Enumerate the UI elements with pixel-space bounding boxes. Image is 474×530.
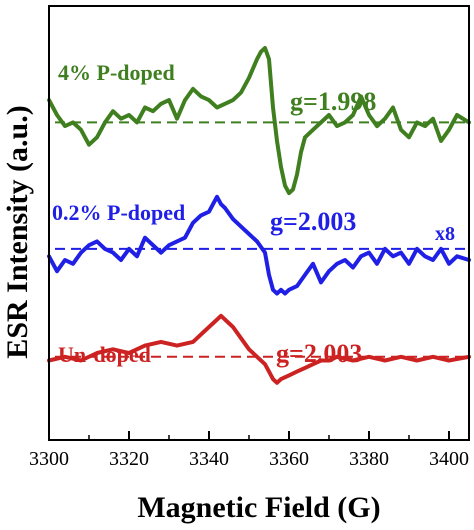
series-line-0 <box>47 46 471 196</box>
g-value-undoped: g=2.003 <box>276 339 362 368</box>
g-value-02pct: g=2.003 <box>270 207 356 236</box>
series-line-2 <box>47 313 471 385</box>
x-axis-title: Magnetic Field (G) <box>137 491 380 524</box>
g-value-4pct: g=1.998 <box>290 87 376 116</box>
x-tick-label-3360: 3360 <box>269 448 309 470</box>
plot-area <box>47 46 471 385</box>
y-axis-title: ESR Intensity (a.u.) <box>1 105 34 358</box>
scale-label-x8: x8 <box>435 223 455 245</box>
x-tick-label-3340: 3340 <box>189 448 229 470</box>
series-label-4pct: 4% P-doped <box>58 60 175 85</box>
x-tick-label-3400: 3400 <box>429 448 469 470</box>
x-tick-label-3300: 3300 <box>29 448 69 470</box>
plot-frame <box>48 5 470 441</box>
series-label-undoped: Un-doped <box>58 342 151 367</box>
series-line-1 <box>47 194 471 296</box>
x-tick-label-3380: 3380 <box>349 448 389 470</box>
series-label-02pct: 0.2% P-doped <box>52 200 185 225</box>
axes: 3300 3320 3340 3360 3380 3400 <box>29 5 470 470</box>
x-tick-label-3320: 3320 <box>109 448 149 470</box>
